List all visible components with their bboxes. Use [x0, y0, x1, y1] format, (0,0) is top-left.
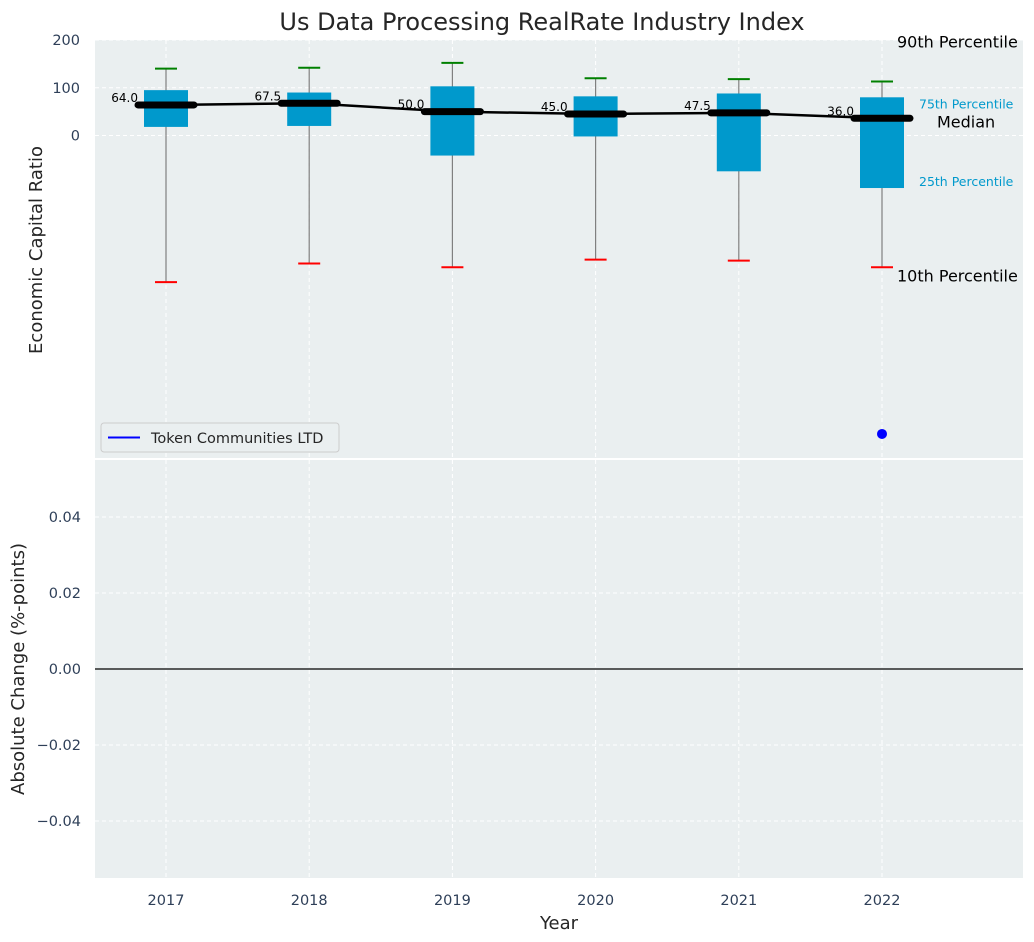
company-data-point [877, 428, 887, 439]
top-y-ticks: 200 100 0 [52, 33, 80, 145]
iqr-box [287, 92, 332, 126]
x-tick-label: 2018 [291, 893, 328, 909]
iqr-box [430, 86, 475, 156]
iqr-box [716, 93, 761, 172]
x-tick-label: 2017 [148, 893, 185, 909]
x-ticks: 2017 2018 2019 2020 2021 2022 [148, 893, 901, 909]
x-tick-label: 2022 [864, 893, 901, 909]
p10-annotation: 10th Percentile [897, 266, 1018, 285]
median-value-label: 47.5 [684, 99, 711, 113]
bottom-y-tick-label: −0.04 [37, 814, 81, 830]
p90-annotation: 90th Percentile [897, 33, 1018, 52]
p25-annotation: 25th Percentile [919, 174, 1014, 189]
median-value-label: 36.0 [827, 104, 854, 118]
iqr-box [860, 97, 904, 189]
x-tick-label: 2020 [577, 893, 614, 909]
bottom-y-tick-label: −0.02 [37, 738, 81, 754]
median-annotation: Median [937, 112, 995, 131]
p75-annotation: 75th Percentile [919, 96, 1014, 111]
x-tick-label: 2019 [434, 893, 471, 909]
legend: Token Communities LTD [100, 422, 340, 453]
median-line-group [165, 102, 883, 120]
bottom-grid [95, 460, 1023, 878]
chart-title: Us Data Processing RealRate Industry Ind… [279, 8, 804, 36]
legend-entry-token-communities: Token Communities LTD [150, 431, 323, 447]
iqr-box [144, 90, 188, 127]
x-axis-label: Year [539, 913, 579, 934]
bottom-y-ticks: 0.04 0.02 0.00 −0.02 −0.04 [37, 510, 81, 830]
median-value-label: 67.5 [254, 89, 281, 103]
median-value-label: 45.0 [541, 100, 568, 114]
bottom-y-tick-label: 0.02 [49, 586, 81, 602]
bottom-y-axis-label: Absolute Change (%-points) [8, 543, 29, 795]
top-y-tick-label: 0 [71, 129, 80, 145]
top-y-tick-label: 100 [52, 81, 80, 97]
top-y-axis-label: Economic Capital Ratio [26, 146, 47, 354]
median-trend-line [165, 102, 883, 120]
legend-box [100, 422, 340, 453]
median-value-label: 64.0 [111, 91, 138, 105]
top-y-tick-label: 200 [52, 33, 80, 49]
x-tick-label: 2021 [720, 893, 757, 909]
bottom-y-tick-label: 0.04 [49, 510, 81, 526]
bottom-y-tick-label: 0.00 [49, 662, 81, 678]
